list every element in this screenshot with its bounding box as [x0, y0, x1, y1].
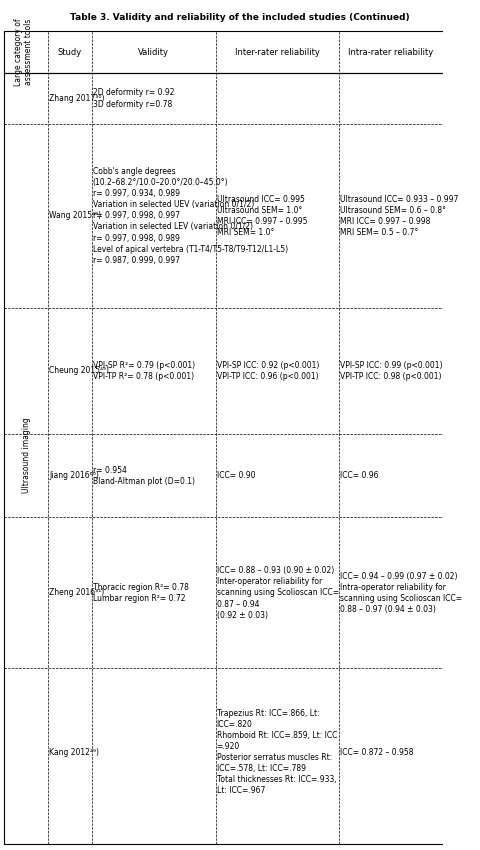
Text: Ultrasound ICC= 0.933 – 0.997
Ultrasound SEM= 0.6 – 0.8°
MRI ICC= 0.997 – 0.998
: Ultrasound ICC= 0.933 – 0.997 Ultrasound… — [340, 195, 458, 237]
Text: ICC= 0.94 – 0.99 (0.97 ± 0.02)
Intra-operator reliability for
scanning using Sco: ICC= 0.94 – 0.99 (0.97 ± 0.02) Intra-ope… — [340, 572, 462, 614]
Text: Kang 2012²⁹): Kang 2012²⁹) — [49, 748, 99, 756]
Text: VPI-SP ICC: 0.92 (p<0.001)
VPI-TP ICC: 0.96 (p<0.001): VPI-SP ICC: 0.92 (p<0.001) VPI-TP ICC: 0… — [216, 360, 319, 381]
Text: ICC= 0.90: ICC= 0.90 — [216, 471, 255, 480]
Text: Jiang 2016⁶⁰): Jiang 2016⁶⁰) — [49, 471, 99, 480]
Text: VPI-SP R²= 0.79 (p<0.001)
VPI-TP R²= 0.78 (p<0.001): VPI-SP R²= 0.79 (p<0.001) VPI-TP R²= 0.7… — [93, 360, 195, 381]
Text: Ultrasound ICC= 0.995
Ultrasound SEM= 1.0°
MRI ICC= 0.997 – 0.995
MRI SEM= 1.0°: Ultrasound ICC= 0.995 Ultrasound SEM= 1.… — [216, 195, 307, 237]
Text: Intra-rater reliability: Intra-rater reliability — [348, 48, 433, 57]
Text: VPI-SP ICC: 0.99 (p<0.001)
VPI-TP ICC: 0.98 (p<0.001): VPI-SP ICC: 0.99 (p<0.001) VPI-TP ICC: 0… — [340, 360, 443, 381]
Text: Cobb's angle degrees
(10.2–68.2°/10.0–20.0°/20.0–45.0°)
r= 0.997, 0.934, 0.989
V: Cobb's angle degrees (10.2–68.2°/10.0–20… — [93, 167, 288, 264]
Text: Large category of
assessment tools: Large category of assessment tools — [14, 19, 33, 86]
Text: Cheung 2015⁴⁹): Cheung 2015⁴⁹) — [49, 366, 109, 376]
Text: Trapezius Rt: ICC=.866, Lt:
ICC=.820
Rhomboid Rt: ICC=.859, Lt: ICC
=.920
Poster: Trapezius Rt: ICC=.866, Lt: ICC=.820 Rho… — [216, 709, 337, 796]
Text: Study: Study — [58, 48, 82, 57]
Text: Ultrasound imaging: Ultrasound imaging — [22, 416, 31, 492]
Text: r= 0.954
Bland-Altman plot (D=0.1): r= 0.954 Bland-Altman plot (D=0.1) — [93, 466, 195, 485]
Text: Validity: Validity — [138, 48, 169, 57]
Text: Wang 2015⁴⁸): Wang 2015⁴⁸) — [49, 212, 101, 220]
Text: Inter-rater reliability: Inter-rater reliability — [235, 48, 320, 57]
Text: Table 3. Validity and reliability of the included studies (Continued): Table 3. Validity and reliability of the… — [70, 13, 410, 22]
Text: Thoracic region R²= 0.78
Lumbar region R²= 0.72: Thoracic region R²= 0.78 Lumbar region R… — [93, 583, 189, 603]
Text: Zhang 2017³⁰): Zhang 2017³⁰) — [49, 94, 105, 103]
Text: 2D deformity r= 0.92
3D deformity r=0.78: 2D deformity r= 0.92 3D deformity r=0.78 — [93, 88, 174, 109]
Text: Zheng 2016³¹): Zheng 2016³¹) — [49, 588, 104, 598]
Text: ICC= 0.88 – 0.93 (0.90 ± 0.02)
Inter-operator reliability for
scanning using Sco: ICC= 0.88 – 0.93 (0.90 ± 0.02) Inter-ope… — [216, 566, 339, 620]
Text: ICC= 0.872 – 0.958: ICC= 0.872 – 0.958 — [340, 748, 414, 756]
Text: ICC= 0.96: ICC= 0.96 — [340, 471, 379, 480]
